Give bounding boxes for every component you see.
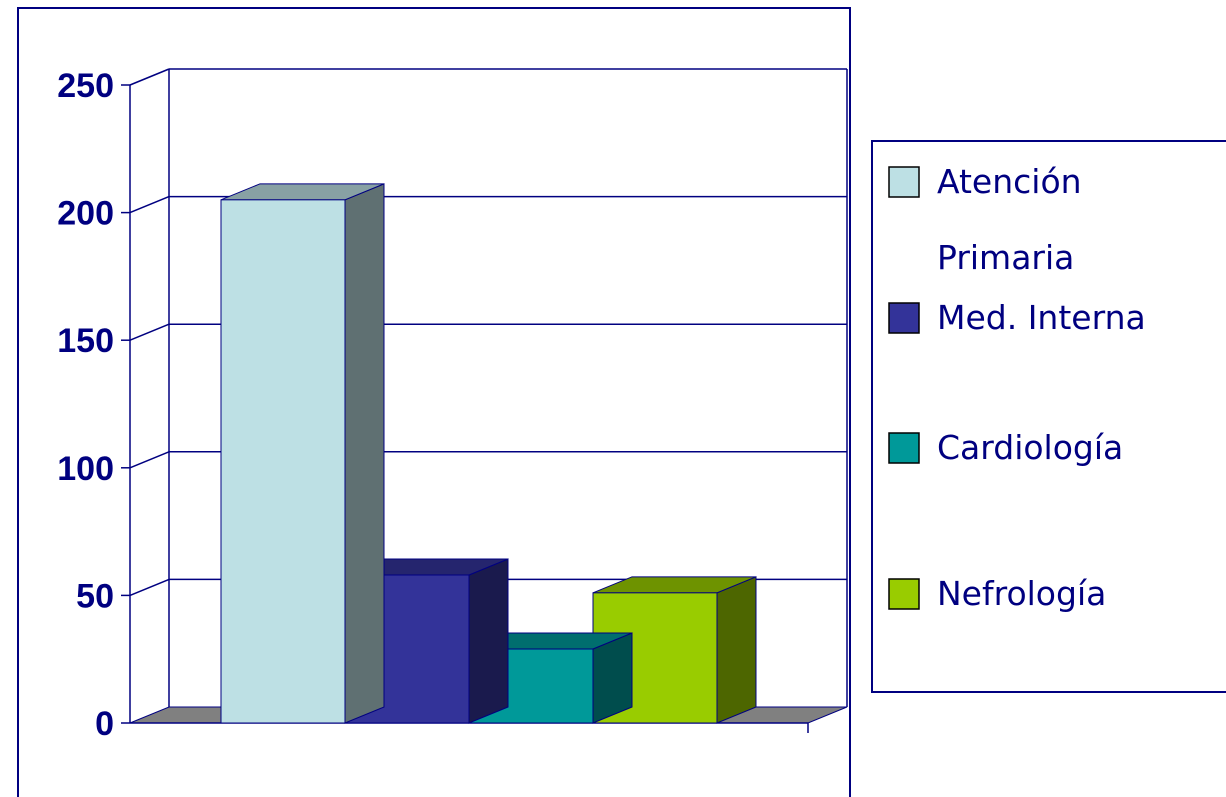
gridline-side (129, 68, 170, 86)
gridline-side (129, 323, 170, 341)
legend-swatch (888, 166, 920, 198)
gridline-side (129, 578, 170, 597)
y-tick-label: 50 (76, 577, 114, 615)
legend-label-line: Primaria (937, 238, 1074, 277)
legend-swatch (888, 432, 920, 464)
y-tick-label: 250 (57, 67, 114, 105)
bar-side (468, 558, 509, 724)
bar-side (716, 576, 757, 724)
bar (220, 183, 385, 724)
bar-front (220, 199, 346, 724)
bar-side (344, 183, 385, 724)
y-tick-label: 200 (57, 195, 114, 233)
gridline-side (129, 451, 170, 469)
bars (220, 183, 757, 724)
y-tick-label: 150 (57, 322, 114, 360)
gridline-side (129, 195, 170, 214)
legend-label-line: Atención (937, 162, 1082, 201)
legend-box (871, 140, 1226, 693)
chart-frame (17, 7, 851, 797)
y-tick-label: 100 (57, 450, 114, 488)
legend-label: Nefrología (937, 574, 1106, 613)
legend-label: Atención Primaria (937, 162, 1082, 277)
legend-label: Cardiología (937, 428, 1123, 467)
legend-swatch (888, 578, 920, 610)
legend: Atención Primaria Med. Interna Cardiología N… (888, 162, 1146, 613)
legend-swatch (888, 302, 920, 334)
legend-label: Med. Interna (937, 298, 1146, 337)
legend-label-line: Med. Interna (937, 298, 1146, 337)
legend-label-line: Nefrología (937, 574, 1106, 613)
y-tick-label: 0 (95, 705, 114, 743)
legend-label-line: Cardiología (937, 428, 1123, 467)
y-tick-labels: 0 50 100 150 200 250 (57, 67, 114, 743)
